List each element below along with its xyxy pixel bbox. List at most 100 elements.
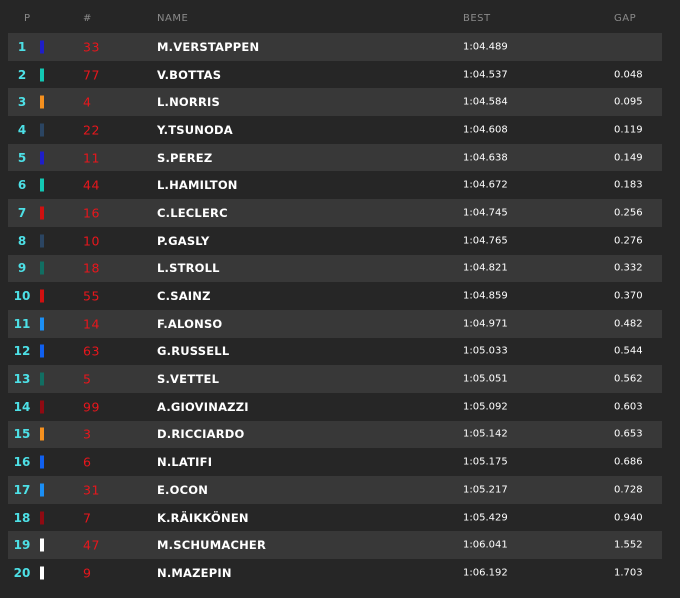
best-lap-cell: 1:04.672 bbox=[463, 179, 508, 191]
driver-name-cell: C.LECLERC bbox=[157, 205, 228, 220]
driver-name-cell: E.OCON bbox=[157, 482, 209, 497]
car-number-cell: 3 bbox=[83, 426, 92, 442]
gap-cell: 0.603 bbox=[614, 401, 643, 413]
gap-cell: 0.183 bbox=[614, 179, 643, 191]
table-header: P # NAME BEST GAP bbox=[0, 0, 680, 34]
best-lap-cell: 1:06.192 bbox=[463, 567, 508, 579]
row-background bbox=[8, 309, 662, 338]
gap-cell: 0.562 bbox=[614, 373, 643, 385]
position-cell: 3 bbox=[17, 95, 27, 110]
gap-cell: 0.276 bbox=[614, 235, 643, 247]
car-number-cell: 63 bbox=[83, 343, 100, 359]
best-lap-cell: 1:04.821 bbox=[463, 262, 508, 274]
table-row: 9 18 L.STROLL 1:04.821 0.332 bbox=[0, 254, 680, 283]
table-row: 11 14 F.ALONSO 1:04.971 0.482 bbox=[0, 309, 680, 338]
header-number: # bbox=[83, 13, 92, 24]
gap-cell: 0.940 bbox=[614, 512, 643, 524]
row-background bbox=[8, 531, 662, 560]
row-background bbox=[8, 365, 662, 393]
position-cell: 2 bbox=[17, 67, 27, 82]
header-best: BEST bbox=[463, 13, 491, 24]
position-cell: 9 bbox=[17, 261, 27, 276]
table-row: 4 22 Y.TSUNODA 1:04.608 0.119 bbox=[0, 116, 680, 144]
best-lap-cell: 1:05.051 bbox=[463, 373, 508, 385]
row-background bbox=[8, 282, 662, 310]
gap-cell: 0.686 bbox=[614, 456, 643, 468]
team-color-bar bbox=[40, 234, 44, 248]
best-lap-cell: 1:04.971 bbox=[463, 318, 508, 330]
gap-cell: 1.552 bbox=[614, 539, 643, 551]
team-color-bar bbox=[40, 261, 44, 275]
team-color-bar bbox=[40, 538, 44, 552]
table-row: 8 10 P.GASLY 1:04.765 0.276 bbox=[0, 226, 680, 255]
gap-cell: 0.119 bbox=[614, 124, 643, 136]
table-row: 7 16 C.LECLERC 1:04.745 0.256 bbox=[0, 199, 680, 227]
best-lap-cell: 1:04.765 bbox=[463, 235, 508, 247]
driver-name-cell: S.PEREZ bbox=[157, 150, 213, 165]
car-number-cell: 77 bbox=[83, 67, 100, 83]
team-color-bar bbox=[40, 68, 44, 82]
team-color-bar bbox=[40, 289, 44, 303]
position-cell: 13 bbox=[13, 372, 31, 387]
table-row: 12 63 G.RUSSELL 1:05.033 0.544 bbox=[0, 337, 680, 366]
best-lap-cell: 1:05.142 bbox=[463, 428, 508, 440]
position-cell: 20 bbox=[13, 565, 31, 580]
gap-cell: 0.095 bbox=[614, 96, 643, 108]
table-row: 20 9 N.MAZEPIN 1:06.192 1.703 bbox=[0, 559, 680, 587]
position-cell: 18 bbox=[13, 510, 31, 525]
car-number-cell: 4 bbox=[83, 94, 92, 110]
table-row: 3 4 L.NORRIS 1:04.584 0.095 bbox=[0, 88, 680, 117]
row-background bbox=[8, 392, 662, 421]
row-background bbox=[8, 559, 662, 587]
driver-name-cell: C.SAINZ bbox=[157, 289, 211, 304]
car-number-cell: 11 bbox=[83, 150, 100, 166]
car-number-cell: 47 bbox=[83, 537, 100, 553]
table-row: 10 55 C.SAINZ 1:04.859 0.370 bbox=[0, 282, 680, 310]
car-number-cell: 55 bbox=[83, 288, 100, 304]
team-color-bar bbox=[40, 95, 44, 109]
row-background bbox=[8, 254, 662, 283]
gap-cell: 0.256 bbox=[614, 207, 643, 219]
table-row: 14 99 A.GIOVINAZZI 1:05.092 0.603 bbox=[0, 392, 680, 421]
driver-name-cell: F.ALONSO bbox=[157, 316, 223, 331]
car-number-cell: 22 bbox=[83, 122, 100, 138]
best-lap-cell: 1:05.429 bbox=[463, 512, 508, 524]
driver-name-cell: N.LATIFI bbox=[157, 455, 213, 470]
car-number-cell: 18 bbox=[83, 260, 100, 276]
row-background bbox=[8, 33, 662, 61]
team-color-bar bbox=[40, 206, 44, 220]
team-color-bar bbox=[40, 566, 44, 580]
driver-name-cell: M.SCHUMACHER bbox=[157, 538, 267, 553]
car-number-cell: 6 bbox=[83, 454, 92, 470]
gap-cell: 0.332 bbox=[614, 262, 643, 274]
team-color-bar bbox=[40, 483, 44, 497]
position-cell: 12 bbox=[13, 344, 31, 359]
team-color-bar bbox=[40, 400, 44, 414]
gap-cell: 0.653 bbox=[614, 428, 643, 440]
header-position: P bbox=[24, 13, 31, 24]
table-row: 6 44 L.HAMILTON 1:04.672 0.183 bbox=[0, 171, 680, 200]
row-background bbox=[8, 476, 662, 504]
best-lap-cell: 1:05.175 bbox=[463, 456, 508, 468]
gap-cell: 0.149 bbox=[614, 152, 643, 164]
team-color-bar bbox=[40, 427, 44, 441]
team-color-bar bbox=[40, 455, 44, 469]
car-number-cell: 33 bbox=[83, 39, 100, 55]
table-row: 17 31 E.OCON 1:05.217 0.728 bbox=[0, 476, 680, 504]
car-number-cell: 10 bbox=[83, 233, 100, 249]
position-cell: 4 bbox=[17, 122, 27, 137]
driver-name-cell: A.GIOVINAZZI bbox=[157, 399, 249, 414]
table-row: 18 7 K.RÄIKKÖNEN 1:05.429 0.940 bbox=[0, 503, 680, 532]
car-number-cell: 31 bbox=[83, 482, 100, 498]
header-name: NAME bbox=[157, 13, 189, 24]
team-color-bar bbox=[40, 344, 44, 358]
driver-name-cell: Y.TSUNODA bbox=[157, 122, 233, 137]
driver-name-cell: L.STROLL bbox=[157, 261, 220, 276]
best-lap-cell: 1:04.608 bbox=[463, 124, 508, 136]
gap-cell: 0.728 bbox=[614, 484, 643, 496]
row-background bbox=[8, 88, 662, 117]
row-background bbox=[8, 503, 662, 532]
position-cell: 6 bbox=[17, 178, 27, 193]
driver-name-cell: L.HAMILTON bbox=[157, 178, 238, 193]
gap-cell: 0.370 bbox=[614, 290, 643, 302]
